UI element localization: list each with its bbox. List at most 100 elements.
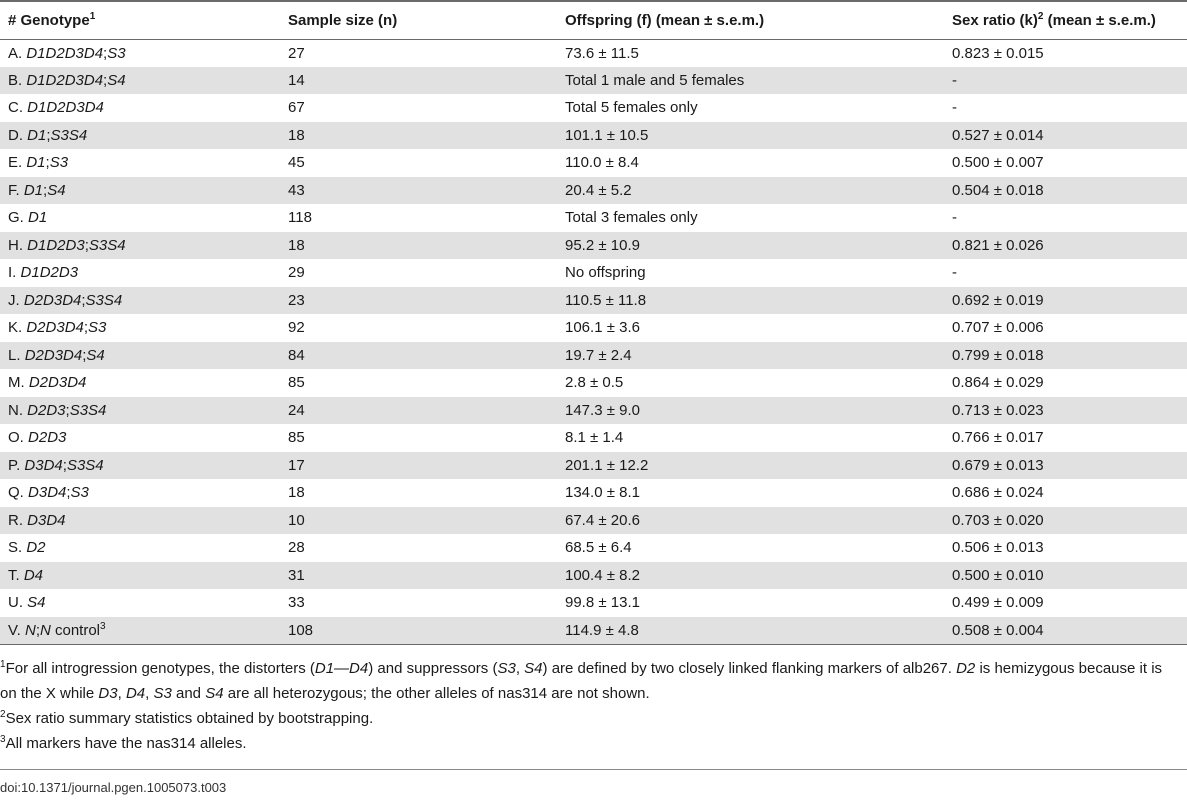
cell-genotype: D. D1;S3S4 [8,126,88,144]
cell-offspring: 201.1 ± 12.2 [565,456,649,474]
cell-sample-size: 33 [288,594,305,612]
cell-offspring: 114.9 ± 4.8 [557,616,944,645]
table-row: H. D1D2D3;S3S4 18 95.2 ± 10.9 0.821 ± 0.026 [0,231,1187,259]
cell-sample-size: 108 [280,616,557,645]
cell-sex-ratio: - [952,264,957,282]
cell-sample-size: 67 [288,99,305,117]
cell-genotype: C. D1D2D3D4 [8,99,104,117]
table-row: U. S4 33 99.8 ± 13.1 0.499 ± 0.009 [0,589,1187,617]
header-genotype: # Genotype1 [0,2,280,40]
cell-sex-ratio: 0.506 ± 0.013 [952,539,1044,557]
cell-offspring: Total 5 females only [565,99,698,117]
cell-sample-size: 23 [288,291,305,309]
cell-sample-size: 31 [288,566,305,584]
cell-offspring: 110.5 ± 11.8 [565,291,647,309]
table-row: R. D3D4 10 67.4 ± 20.6 0.703 ± 0.020 [0,506,1187,534]
cell-sample-size: 92 [288,319,305,337]
cell-offspring: 147.3 ± 9.0 [565,401,640,419]
cell-sample-size: 10 [288,511,305,529]
cell-genotype: F. D1;S4 [8,181,66,199]
cell-offspring: 73.6 ± 11.5 [565,44,639,62]
table-row: S. D2 28 68.5 ± 6.4 0.506 ± 0.013 [0,534,1187,562]
cell-sex-ratio: 0.703 ± 0.020 [952,511,1044,529]
table-row: N. D2D3;S3S4 24 147.3 ± 9.0 0.713 ± 0.023 [0,396,1187,424]
cell-offspring: 67.4 ± 20.6 [565,511,640,529]
cell-sample-size: 17 [288,456,305,474]
cell-sex-ratio: - [952,99,957,117]
cell-genotype: E. D1;S3 [8,154,69,172]
table-row: I. D1D2D3 29 No offspring - [0,259,1187,287]
cell-genotype: H. D1D2D3;S3S4 [8,236,126,254]
cell-genotype: I. D1D2D3 [8,264,79,282]
cell-genotype: L. D2D3D4;S4 [8,346,105,364]
cell-genotype: P. D3D4;S3S4 [8,456,104,474]
header-offspring: Offspring (f) (mean ± s.e.m.) [557,2,944,40]
cell-sex-ratio: 0.500 ± 0.007 [952,154,1044,172]
cell-sample-size: 24 [288,401,305,419]
table-row: V. N;N control3 108 114.9 ± 4.8 0.508 ± 0.0… [0,616,1187,645]
header-sex-ratio: Sex ratio (k)2 (mean ± s.e.m.) [944,2,1187,40]
cell-offspring: Total 3 females only [565,209,698,227]
table-row: B. D1D2D3D4;S4 14 Total 1 male and 5 femal… [0,66,1187,94]
cell-sex-ratio: 0.679 ± 0.013 [952,456,1044,474]
cell-genotype: B. D1D2D3D4;S4 [8,71,126,89]
cell-offspring: Total 1 male and 5 females [565,71,745,89]
table-row: C. D1D2D3D4 67 Total 5 females only - [0,94,1187,122]
cell-sample-size: 27 [288,44,305,62]
doi-text[interactable]: doi:10.1371/journal.pgen.1005073.t003 [0,780,227,795]
bottom-rule [0,769,1187,770]
cell-sex-ratio: 0.823 ± 0.015 [952,44,1044,62]
cell-sample-size: 118 [288,209,312,227]
cell-sex-ratio: 0.499 ± 0.009 [952,594,1044,612]
cell-genotype: N. D2D3;S3S4 [8,401,107,419]
cell-genotype: U. S4 [8,594,46,612]
cell-sex-ratio: 0.686 ± 0.024 [952,484,1044,502]
cell-offspring: 106.1 ± 3.6 [565,319,640,337]
cell-genotype: T. D4 [8,566,44,584]
cell-genotype: O. D2D3 [8,429,67,447]
cell-sex-ratio: - [952,71,957,89]
cell-sex-ratio: 0.692 ± 0.019 [952,291,1044,309]
cell-sample-size: 29 [288,264,305,282]
cell-sample-size: 85 [288,374,305,392]
cell-sex-ratio: 0.799 ± 0.018 [952,346,1044,364]
table-row: M. D2D3D4 85 2.8 ± 0.5 0.864 ± 0.029 [0,369,1187,397]
cell-sample-size: 45 [288,154,305,172]
table-row: F. D1;S4 43 20.4 ± 5.2 0.504 ± 0.018 [0,176,1187,204]
cell-sex-ratio: 0.508 ± 0.004 [944,616,1187,645]
cell-offspring: 101.1 ± 10.5 [565,126,649,144]
table-row: G. D1 118 Total 3 females only - [0,204,1187,232]
footnote-1: 1For all introgression genotypes, the di… [0,659,1163,703]
table-row: L. D2D3D4;S4 84 19.7 ± 2.4 0.799 ± 0.018 [0,341,1187,369]
cell-genotype: J. D2D3D4;S3S4 [8,291,123,309]
cell-offspring: 20.4 ± 5.2 [565,181,632,199]
table-row: K. D2D3D4;S3 92 106.1 ± 3.6 0.707 ± 0.006 [0,314,1187,342]
header-row: # Genotype1 Sample size (n) Offspring (f… [0,2,1187,40]
footnotes: 1For all introgression genotypes, the di… [0,656,1180,756]
cell-offspring: 8.1 ± 1.4 [565,429,624,447]
cell-genotype: K. D2D3D4;S3 [8,319,107,337]
cell-sample-size: 84 [288,346,305,364]
cell-sex-ratio: 0.821 ± 0.026 [952,236,1044,254]
cell-offspring: 95.2 ± 10.9 [565,236,640,254]
cell-offspring: 100.4 ± 8.2 [565,566,640,584]
cell-sample-size: 28 [288,539,305,557]
cell-sex-ratio: 0.500 ± 0.010 [952,566,1044,584]
cell-genotype: M. D2D3D4 [8,374,87,392]
table-row: D. D1;S3S4 18 101.1 ± 10.5 0.527 ± 0.014 [0,121,1187,149]
header-sample-size: Sample size (n) [280,2,557,40]
cell-offspring: No offspring [565,264,646,282]
cell-genotype: A. D1D2D3D4;S3 [8,44,126,62]
cell-offspring: 19.7 ± 2.4 [565,346,632,364]
table-row: E. D1;S3 45 110.0 ± 8.4 0.500 ± 0.007 [0,149,1187,177]
table-row: P. D3D4;S3S4 17 201.1 ± 12.2 0.679 ± 0.013 [0,451,1187,479]
cell-sex-ratio: 0.504 ± 0.018 [952,181,1044,199]
cell-sex-ratio: 0.707 ± 0.006 [952,319,1044,337]
cell-offspring: 68.5 ± 6.4 [565,539,632,557]
cell-genotype: R. D3D4 [8,511,66,529]
cell-sample-size: 85 [288,429,305,447]
table-row: Q. D3D4;S3 18 134.0 ± 8.1 0.686 ± 0.024 [0,479,1187,507]
top-rule [0,0,1187,2]
footnote-3: 3All markers have the nas314 alleles. [0,734,247,753]
